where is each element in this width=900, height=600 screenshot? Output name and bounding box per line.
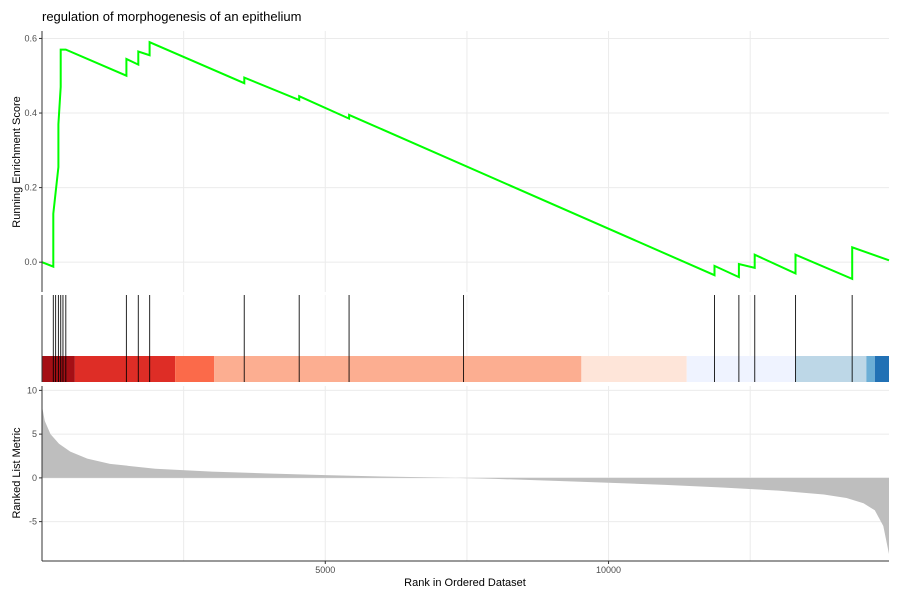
rank-color-segment (214, 356, 582, 382)
y-tick-label: 0.6 (24, 33, 37, 43)
y-tick-label: 0 (32, 473, 37, 483)
y-tick-label: -5 (29, 517, 37, 527)
rank-color-segment (175, 356, 215, 382)
x-axis-title: Rank in Ordered Dataset (404, 577, 526, 589)
y-tick-label: 5 (32, 429, 37, 439)
y-tick-label: 0.2 (24, 183, 37, 193)
y-tick-label: 10 (27, 385, 37, 395)
ranked-metric-axis-title: Ranked List Metric (11, 427, 23, 519)
ranked-metric-area (42, 406, 889, 554)
rank-color-segment (866, 356, 875, 382)
rank-color-segment (795, 356, 867, 382)
plot-layer: 0.0 0.2 0.4 0.6 -5 0 5 10 5000 10000 (24, 31, 890, 575)
x-tick-label: 5000 (315, 565, 335, 575)
rank-color-segment (874, 356, 889, 382)
rank-color-segment (686, 356, 796, 382)
y-tick-label: 0.4 (24, 108, 37, 118)
y-tick-label: 0.0 (24, 257, 37, 267)
x-tick-label: 10000 (596, 565, 621, 575)
rank-color-segment (74, 356, 176, 382)
chart-title: regulation of morphogenesis of an epithe… (42, 9, 301, 24)
rank-color-segment (581, 356, 687, 382)
running-score-axis-title: Running Enrichment Score (11, 96, 23, 227)
running-score-line (41, 40, 890, 281)
